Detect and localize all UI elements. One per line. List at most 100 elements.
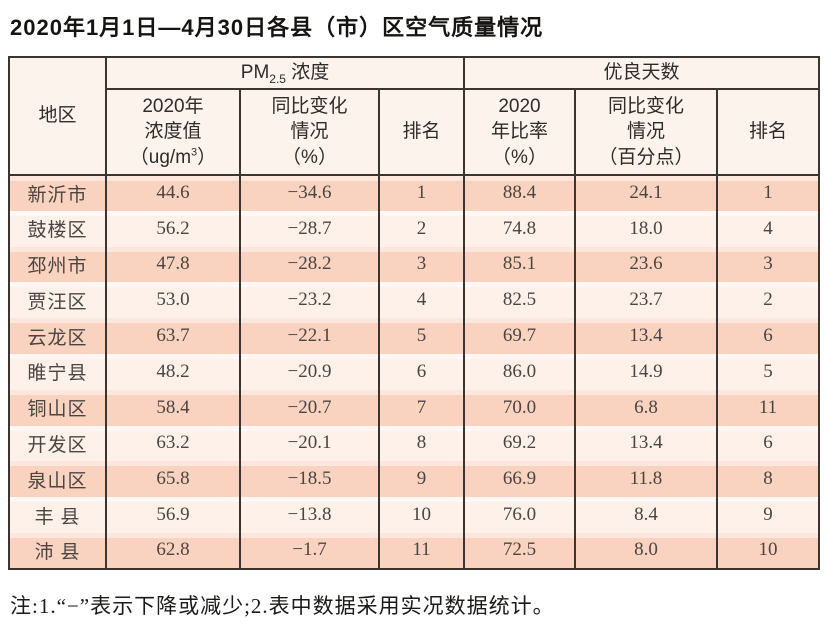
column-group-good-days: 优良天数 <box>462 57 821 90</box>
air-quality-table: 地区 PM2.5 浓度 优良天数 2020年 浓度值 （ug/m3） 同比变化 情… <box>8 56 821 570</box>
pm-value-cell: 56.2 <box>105 210 241 247</box>
good-ratio-cell: 86.0 <box>463 353 576 390</box>
region-cell: 沛 县 <box>8 532 107 569</box>
column-header-pm-value: 2020年 浓度值 （ug/m3） <box>105 89 241 176</box>
column-header-region: 地区 <box>8 57 107 176</box>
good-change-cell: 23.7 <box>574 282 718 319</box>
pm-value-cell: 62.8 <box>105 532 241 569</box>
pm-change-cell: −23.2 <box>239 282 380 319</box>
good-change-cell: 24.1 <box>574 175 718 211</box>
region-cell: 云龙区 <box>8 318 107 354</box>
pm-change-cell: −20.7 <box>239 389 380 426</box>
pm-change-cell: −22.1 <box>239 318 380 354</box>
table-row: 睢宁县 48.2 −20.9 6 86.0 14.9 5 <box>8 353 821 390</box>
pm25-label: PM2.5 浓度 <box>240 61 330 86</box>
pm-rank-cell: 1 <box>378 175 465 211</box>
region-cell: 贾汪区 <box>8 282 107 319</box>
table-row: 贾汪区 53.0 −23.2 4 82.5 23.7 2 <box>8 282 821 319</box>
good-rank-cell: 6 <box>715 425 821 462</box>
table-row: 开发区 63.2 −20.1 8 69.2 13.4 6 <box>8 425 821 462</box>
region-cell: 新沂市 <box>8 175 107 211</box>
good-change-cell: 14.9 <box>574 353 718 390</box>
pm-value-cell: 63.2 <box>105 425 241 462</box>
good-rank-cell: 11 <box>715 389 821 426</box>
good-rank-cell: 2 <box>715 282 821 319</box>
table-row: 铜山区 58.4 −20.7 7 70.0 6.8 11 <box>8 389 821 426</box>
pm-rank-cell: 10 <box>378 497 465 533</box>
pm-change-cell: −20.1 <box>239 425 380 462</box>
pm-value-cell: 47.8 <box>105 246 241 283</box>
pm-change-cell: −34.6 <box>239 175 380 211</box>
table-row: 沛 县 62.8 −1.7 11 72.5 8.0 10 <box>8 532 821 569</box>
good-change-cell: 23.6 <box>574 246 718 283</box>
good-ratio-cell: 69.7 <box>463 318 576 354</box>
region-cell: 睢宁县 <box>8 353 107 390</box>
good-ratio-cell: 76.0 <box>463 497 576 533</box>
pm-rank-cell: 9 <box>378 461 465 498</box>
footnote: 注:1.“−”表示下降或减少;2.表中数据采用实况数据统计。 <box>10 593 555 618</box>
region-cell: 丰 县 <box>8 497 107 533</box>
column-header-pm-rank: 排名 <box>378 89 465 176</box>
good-ratio-cell: 82.5 <box>463 282 576 319</box>
header-group-row: 地区 PM2.5 浓度 优良天数 <box>8 57 821 176</box>
good-change-cell: 11.8 <box>574 461 718 498</box>
pm-value-cell: 56.9 <box>105 497 241 533</box>
good-change-cell: 6.8 <box>574 389 718 426</box>
region-cell: 鼓楼区 <box>8 210 107 247</box>
table-row: 泉山区 65.8 −18.5 9 66.9 11.8 8 <box>8 461 821 498</box>
column-header-pm-change: 同比变化 情况 （%） <box>239 89 380 176</box>
column-header-good-rank: 排名 <box>715 89 821 176</box>
pm-rank-cell: 11 <box>378 532 465 569</box>
good-ratio-cell: 72.5 <box>463 532 576 569</box>
pm-change-cell: −13.8 <box>239 497 380 533</box>
pm-rank-cell: 2 <box>378 210 465 247</box>
good-rank-cell: 1 <box>715 175 821 211</box>
pm-value-cell: 58.4 <box>105 389 241 426</box>
pm-change-cell: −18.5 <box>239 461 380 498</box>
table-header: 地区 PM2.5 浓度 优良天数 2020年 浓度值 （ug/m3） 同比变化 情… <box>8 57 821 176</box>
pm-rank-cell: 5 <box>378 318 465 354</box>
good-change-cell: 13.4 <box>574 318 718 354</box>
good-ratio-cell: 66.9 <box>463 461 576 498</box>
column-header-good-change: 同比变化 情况 （百分点） <box>574 89 718 176</box>
table-row: 邳州市 47.8 −28.2 3 85.1 23.6 3 <box>8 246 821 283</box>
pm-value-cell: 63.7 <box>105 318 241 354</box>
good-rank-cell: 5 <box>715 353 821 390</box>
pm-value-cell: 65.8 <box>105 461 241 498</box>
table-row: 丰 县 56.9 −13.8 10 76.0 8.4 9 <box>8 497 821 533</box>
region-cell: 邳州市 <box>8 246 107 283</box>
pm-change-cell: −1.7 <box>239 532 380 569</box>
good-rank-cell: 6 <box>715 318 821 354</box>
pm-change-cell: −28.2 <box>239 246 380 283</box>
good-ratio-cell: 69.2 <box>463 425 576 462</box>
good-ratio-cell: 85.1 <box>463 246 576 283</box>
pm-rank-cell: 3 <box>378 246 465 283</box>
pm-value-cell: 48.2 <box>105 353 241 390</box>
pm-rank-cell: 6 <box>378 353 465 390</box>
region-cell: 泉山区 <box>8 461 107 498</box>
pm-value-cell: 44.6 <box>105 175 241 211</box>
table-row: 新沂市 44.6 −34.6 1 88.4 24.1 1 <box>8 175 821 211</box>
good-rank-cell: 10 <box>715 532 821 569</box>
table-row: 鼓楼区 56.2 −28.7 2 74.8 18.0 4 <box>8 210 821 247</box>
pm-unit-label: （ug/m3） <box>129 146 217 168</box>
pm-rank-cell: 8 <box>378 425 465 462</box>
page-title: 2020年1月1日—4月30日各县（市）区空气质量情况 <box>10 15 544 40</box>
good-ratio-cell: 88.4 <box>463 175 576 211</box>
good-change-cell: 18.0 <box>574 210 718 247</box>
table-body: 新沂市 44.6 −34.6 1 88.4 24.1 1 鼓楼区 56.2 −28.7 2 74.8 1… <box>8 175 821 569</box>
pm-rank-cell: 4 <box>378 282 465 319</box>
pm-change-cell: −28.7 <box>239 210 380 247</box>
pm-rank-cell: 7 <box>378 389 465 426</box>
good-rank-cell: 8 <box>715 461 821 498</box>
table-row: 云龙区 63.7 −22.1 5 69.7 13.4 6 <box>8 318 821 354</box>
good-rank-cell: 4 <box>715 210 821 247</box>
region-cell: 铜山区 <box>8 389 107 426</box>
good-rank-cell: 9 <box>715 497 821 533</box>
good-ratio-cell: 70.0 <box>463 389 576 426</box>
column-group-pm25: PM2.5 浓度 <box>105 57 465 90</box>
good-rank-cell: 3 <box>715 246 821 283</box>
good-ratio-cell: 74.8 <box>463 210 576 247</box>
region-cell: 开发区 <box>8 425 107 462</box>
good-change-cell: 13.4 <box>574 425 718 462</box>
